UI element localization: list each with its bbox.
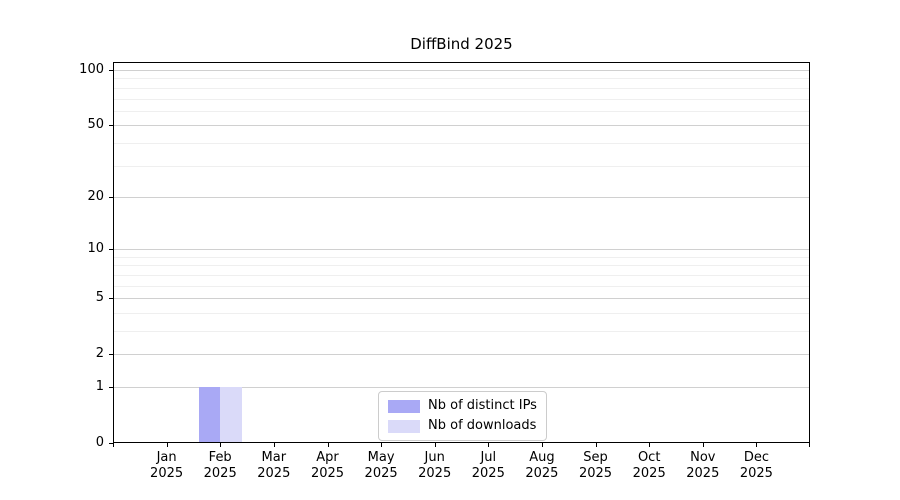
grid-line-minor xyxy=(114,142,809,144)
y-tick-label: 0 xyxy=(95,435,104,450)
x-tick xyxy=(381,443,383,447)
x-tick xyxy=(488,443,490,447)
y-tick-label: 1 xyxy=(95,379,104,394)
grid-line-minor xyxy=(114,87,809,89)
x-tick-boundary xyxy=(113,443,114,447)
chart-title: DiffBind 2025 xyxy=(410,35,513,53)
legend: Nb of distinct IPs Nb of downloads xyxy=(378,391,547,441)
y-tick xyxy=(109,125,113,126)
x-tick xyxy=(702,443,704,447)
grid-line-minor xyxy=(114,274,809,276)
y-tick-label: 2 xyxy=(95,346,104,361)
x-tick-label: Feb 2025 xyxy=(203,450,237,481)
grid-line-minor xyxy=(114,165,809,167)
y-tick-label: 50 xyxy=(87,117,104,132)
grid-line-major xyxy=(114,249,809,251)
y-tick xyxy=(109,354,113,355)
y-tick-label: 20 xyxy=(87,189,104,204)
y-tick-label: 10 xyxy=(87,241,104,256)
grid-line-minor xyxy=(114,331,809,332)
legend-swatch-distinct-ips xyxy=(388,399,420,413)
grid-line-minor xyxy=(114,110,809,112)
x-tick-label: Mar 2025 xyxy=(257,450,291,481)
bar-downloads xyxy=(220,387,242,443)
grid-line-major xyxy=(114,70,809,71)
y-tick-label: 100 xyxy=(79,62,104,77)
legend-label-downloads: Nb of downloads xyxy=(428,418,537,433)
x-tick-label: Oct 2025 xyxy=(632,450,666,481)
grid-line-minor xyxy=(114,285,809,287)
x-tick xyxy=(649,443,651,447)
y-tick xyxy=(109,298,113,299)
y-tick xyxy=(109,70,113,71)
x-tick xyxy=(541,443,543,447)
grid-line-major xyxy=(114,354,809,356)
x-tick-label: Sep 2025 xyxy=(578,450,613,481)
legend-swatch-downloads xyxy=(388,419,420,433)
x-tick-label: Apr 2025 xyxy=(310,450,345,481)
grid-line-minor xyxy=(114,312,809,314)
grid-line-major xyxy=(114,387,809,388)
x-tick xyxy=(327,443,329,447)
x-tick xyxy=(220,443,222,447)
x-tick xyxy=(434,443,436,447)
y-tick xyxy=(109,197,113,198)
bar-distinct-ips xyxy=(198,387,221,443)
plot-border xyxy=(113,62,810,443)
x-tick-label: Dec 2025 xyxy=(739,450,773,481)
grid-line-minor xyxy=(114,98,809,100)
x-tick xyxy=(595,443,597,447)
y-tick xyxy=(109,249,113,250)
legend-item-distinct-ips: Nb of distinct IPs xyxy=(388,398,537,414)
x-tick xyxy=(166,443,168,447)
legend-label-distinct-ips: Nb of distinct IPs xyxy=(428,398,537,413)
grid-line-minor xyxy=(114,78,809,80)
y-tick xyxy=(109,443,113,444)
x-tick-label: May 2025 xyxy=(364,450,398,481)
x-tick-label: Jul 2025 xyxy=(471,450,505,481)
x-tick-label: Nov 2025 xyxy=(686,450,720,481)
x-tick-label: Jun 2025 xyxy=(418,450,452,481)
y-tick-label: 5 xyxy=(95,290,104,305)
x-tick-label: Jan 2025 xyxy=(150,450,184,481)
legend-item-downloads: Nb of downloads xyxy=(388,418,537,434)
grid-line-major xyxy=(114,298,809,300)
x-tick xyxy=(273,443,275,447)
y-tick xyxy=(109,387,113,388)
x-tick-boundary xyxy=(809,443,810,447)
grid-line-minor xyxy=(114,256,809,258)
grid-line-major xyxy=(114,125,809,127)
grid-line-major xyxy=(114,196,809,198)
x-tick-label: Aug 2025 xyxy=(525,450,559,481)
grid-line-minor xyxy=(114,265,809,267)
x-tick xyxy=(756,443,758,447)
